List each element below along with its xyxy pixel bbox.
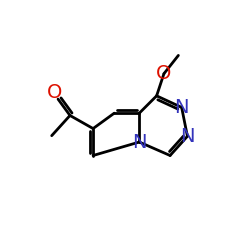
Text: O: O (47, 84, 62, 102)
Text: N: N (180, 127, 195, 146)
Text: O: O (156, 64, 172, 83)
Text: N: N (174, 98, 189, 117)
Text: N: N (132, 132, 146, 152)
